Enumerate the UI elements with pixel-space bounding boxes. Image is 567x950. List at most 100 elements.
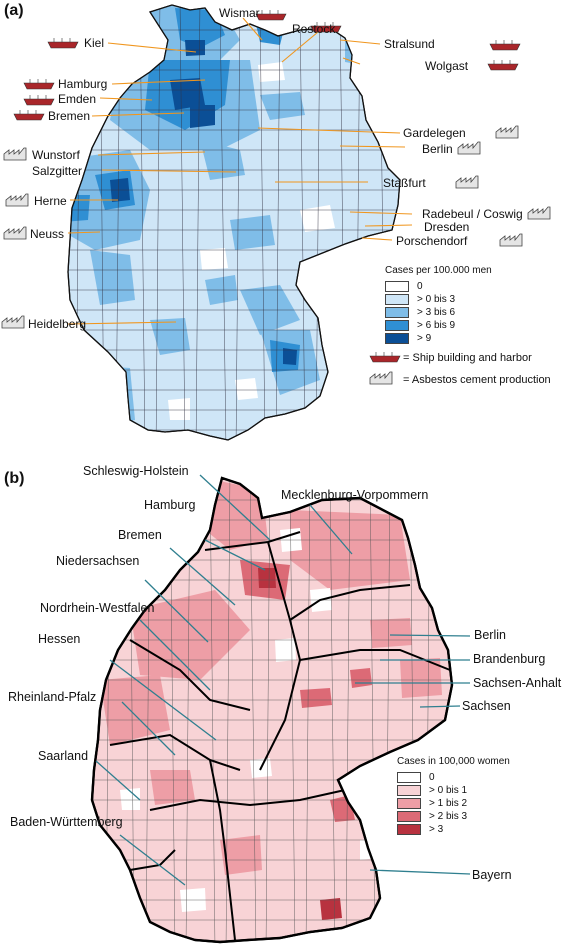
legend-b-row: 0 [397, 771, 510, 784]
legend-b-row: > 3 [397, 823, 510, 836]
state-label-bayern: Bayern [472, 868, 512, 882]
legend-label: > 3 [429, 824, 444, 835]
legend-label: > 3 bis 6 [417, 307, 456, 318]
legend-swatch [397, 811, 421, 822]
factory-icon [455, 175, 479, 189]
state-label-saarland: Saarland [38, 749, 89, 763]
site-label-stassfurt: Staßfurt [383, 176, 426, 190]
panel-b-label: (b) [4, 470, 25, 487]
factory-icon [3, 226, 27, 240]
key-asbestos: = Asbestos cement production [403, 374, 551, 386]
site-label-radebeul: Radebeul / Coswig [422, 207, 523, 221]
site-label-bremen: Bremen [48, 109, 91, 123]
state-label-berlin: Berlin [474, 628, 506, 642]
state-label-brandenburg: Brandenburg [473, 652, 546, 666]
site-label-gardelegen: Gardelegen [403, 126, 466, 140]
legend-swatch [385, 320, 409, 331]
site-label-rostock: Rostock [292, 22, 336, 36]
legend-label: 0 [429, 772, 435, 783]
site-label-wunstorf: Wunstorf [32, 148, 80, 162]
leader-lines-a [67, 17, 413, 325]
site-label-berlin: Berlin [422, 142, 453, 156]
site-label-salzgitter: Salzgitter [32, 164, 83, 178]
panel-a-men-map: (a) Wismar Rostock Kiel Stralsund Wolgas… [0, 0, 567, 470]
legend-a: Cases per 100.000 men 0 > 0 bis 3 > 3 bi… [385, 265, 492, 345]
factory-icon [1, 315, 25, 329]
legend-swatch [397, 798, 421, 809]
site-label-heidelberg: Heidelberg [28, 317, 87, 331]
factory-icon [527, 206, 551, 220]
legend-label: 0 [417, 281, 423, 292]
site-label-wolgast: Wolgast [425, 59, 469, 73]
panel-a-label: (a) [4, 2, 24, 19]
legend-label: > 2 bis 3 [429, 811, 468, 822]
legend-swatch [385, 281, 409, 292]
district-borders-a [68, 5, 400, 440]
leader-lines-b [95, 474, 471, 886]
key-ship: = Ship building and harbor [403, 352, 532, 364]
ship-icon [310, 22, 342, 33]
panel-b-women-map: (b) Schleswig-Holstein Mecklenburg-Vorpo… [0, 464, 567, 950]
site-label-herne: Herne [34, 194, 67, 208]
map-b-svg [90, 474, 471, 944]
state-label-sachsen: Sachsen [462, 699, 511, 713]
legend-swatch [397, 785, 421, 796]
factory-icon [499, 233, 523, 247]
state-label-baden-wuerttemberg: Baden-Württemberg [10, 815, 123, 829]
factory-icon [495, 125, 519, 139]
ship-icon [487, 60, 519, 71]
legend-a-row: 0 [385, 280, 492, 293]
legend-b-row: > 1 bis 2 [397, 797, 510, 810]
legend-b: Cases in 100,000 women 0 > 0 bis 1 > 1 b… [397, 756, 510, 836]
ship-icon [13, 110, 45, 121]
state-label-sachsen-anhalt: Sachsen-Anhalt [473, 676, 562, 690]
legend-label: > 0 bis 3 [417, 294, 456, 305]
site-label-kiel: Kiel [84, 36, 105, 50]
legend-a-row: > 9 [385, 332, 492, 345]
site-label-neuss: Neuss [30, 227, 65, 241]
legend-swatch [385, 307, 409, 318]
legend-label: > 0 bis 1 [429, 785, 468, 796]
legend-a-row: > 6 bis 9 [385, 319, 492, 332]
factory-icon [457, 141, 481, 155]
state-label-hessen: Hessen [38, 632, 81, 646]
ship-icon [23, 79, 55, 90]
map-a-svg [1, 4, 551, 441]
state-label-schleswig-holstein: Schleswig-Holstein [83, 464, 189, 478]
site-label-porschendorf: Porschendorf [396, 234, 468, 248]
ship-icon [369, 352, 401, 363]
site-label-wismar: Wismar [219, 6, 260, 20]
state-label-bremen: Bremen [118, 528, 162, 542]
site-label-hamburg: Hamburg [58, 77, 108, 91]
legend-b-title: Cases in 100,000 women [397, 756, 510, 767]
factory-icon [3, 147, 27, 161]
legend-label: > 9 [417, 333, 432, 344]
state-label-mecklenburg-vorpommern: Mecklenburg-Vorpommern [281, 488, 429, 502]
state-label-hamburg: Hamburg [144, 498, 196, 512]
ship-icon [489, 40, 521, 51]
legend-b-row: > 2 bis 3 [397, 810, 510, 823]
factory-icon [369, 371, 393, 385]
legend-swatch [385, 294, 409, 305]
legend-a-title: Cases per 100.000 men [385, 265, 492, 276]
site-label-dresden: Dresden [424, 220, 470, 234]
legend-label: > 1 bis 2 [429, 798, 468, 809]
factory-icons-a [1, 125, 551, 385]
legend-a-row: > 0 bis 3 [385, 293, 492, 306]
site-label-emden: Emden [58, 92, 97, 106]
legend-label: > 6 bis 9 [417, 320, 456, 331]
legend-a-row: > 3 bis 6 [385, 306, 492, 319]
factory-icon [5, 193, 29, 207]
ship-icon [23, 95, 55, 106]
state-label-niedersachsen: Niedersachsen [56, 554, 140, 568]
legend-swatch [397, 772, 421, 783]
ship-icons-a [13, 10, 521, 363]
legend-swatch [385, 333, 409, 344]
state-label-nordrhein-westfalen: Nordrhein-Westfalen [40, 601, 155, 615]
legend-b-row: > 0 bis 1 [397, 784, 510, 797]
site-label-stralsund: Stralsund [384, 37, 435, 51]
legend-swatch [397, 824, 421, 835]
ship-icon [255, 10, 287, 21]
state-label-rheinland-pfalz: Rheinland-Pfalz [8, 690, 97, 704]
ship-icon [47, 38, 79, 49]
